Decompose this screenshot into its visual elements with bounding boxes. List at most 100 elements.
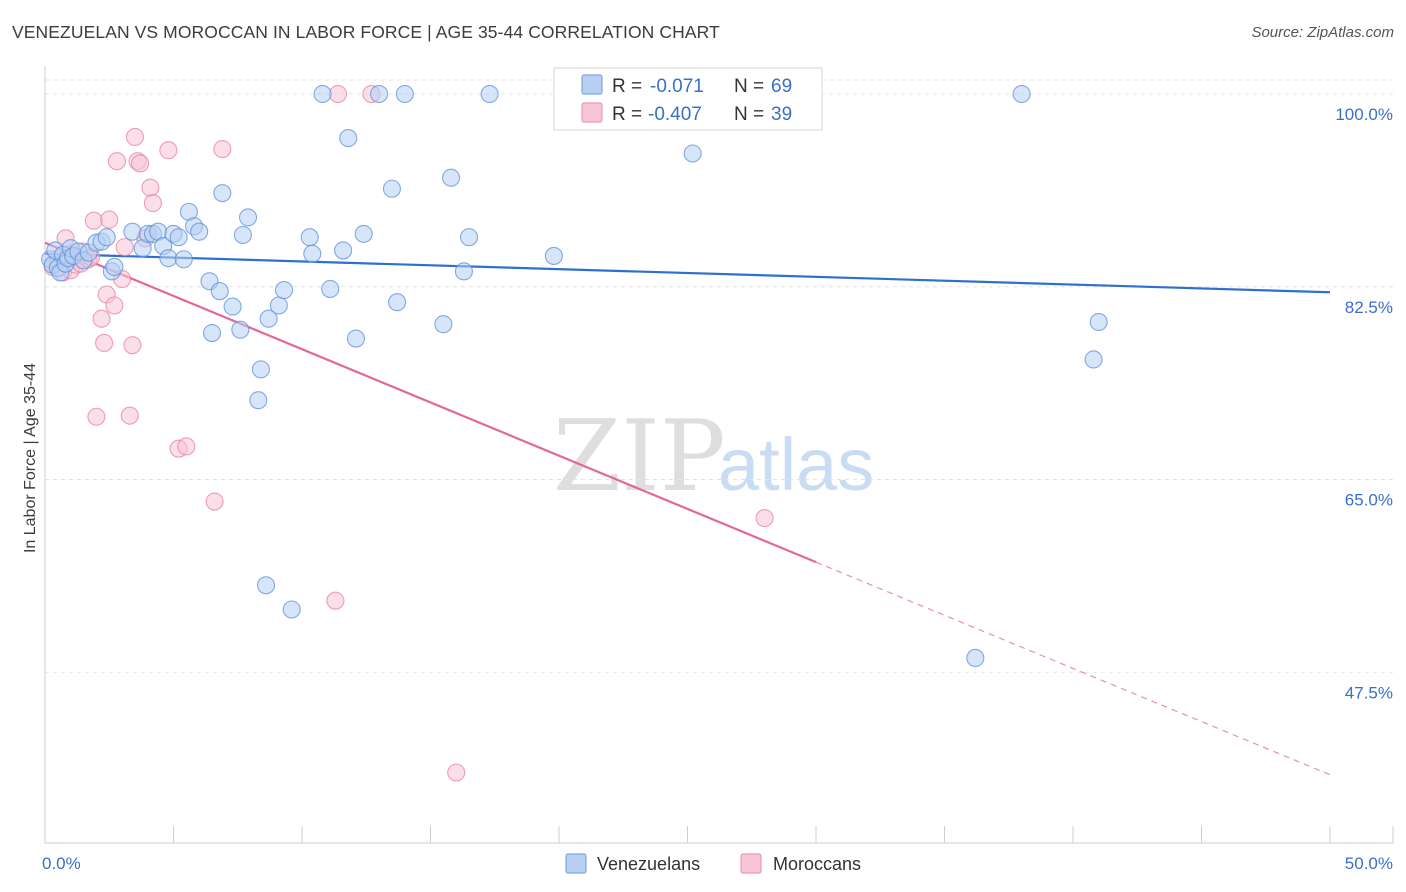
y-axis-label: In Labor Force | Age 35-44 xyxy=(22,363,39,553)
grid-lines xyxy=(45,79,1393,673)
venezuelan-point xyxy=(105,257,124,277)
moroccan-trend-extension xyxy=(815,561,1331,776)
venezuelan-point xyxy=(251,360,270,379)
watermark-zip: ZIP xyxy=(553,400,726,514)
x-tick-label-min: 0.0% xyxy=(42,854,81,873)
venezuelan-point xyxy=(123,222,142,241)
venezuelan-point xyxy=(300,228,319,247)
venezuelan-point xyxy=(434,315,453,334)
venezuelan-point xyxy=(1012,84,1031,104)
moroccan-point xyxy=(159,141,178,160)
venezuelan-point xyxy=(159,249,178,268)
n-value-1: 69 xyxy=(771,76,792,97)
moroccan-point xyxy=(177,437,196,456)
y-tick-label: 65.0% xyxy=(1345,491,1393,510)
venezuelan-point xyxy=(303,244,322,263)
venezuelan-point xyxy=(97,228,116,247)
venezuelan-point xyxy=(544,246,563,265)
watermark-atlas: atlas xyxy=(718,423,874,506)
moroccan-point xyxy=(131,154,150,173)
legend-label-moroccans: Moroccans xyxy=(773,854,861,874)
series-legend: Venezuelans Moroccans xyxy=(565,853,861,874)
venezuelan-point xyxy=(334,241,353,260)
moroccan-point xyxy=(205,492,224,511)
stats-swatch-venezuelans xyxy=(581,74,603,95)
y-tick-label: 47.5% xyxy=(1345,683,1393,702)
venezuelan-point xyxy=(223,297,242,316)
venezuelan-point xyxy=(346,329,366,348)
moroccan-point xyxy=(107,152,127,171)
axes: 47.5% 65.0% 82.5% 100.0% 0.0% 50.0% xyxy=(42,66,1394,873)
chart-title: VENEZUELAN VS MOROCCAN IN LABOR FORCE | … xyxy=(12,22,720,42)
venezuelan-point xyxy=(174,250,193,269)
venezuelan-point xyxy=(354,224,373,243)
venezuelan-point xyxy=(683,144,702,163)
venezuelan-point xyxy=(480,84,499,104)
moroccan-point xyxy=(95,333,114,353)
legend-label-venezuelans: Venezuelans xyxy=(597,854,700,874)
trend-lines xyxy=(44,241,1331,776)
venezuelan-point xyxy=(1089,312,1108,332)
moroccan-point xyxy=(141,178,160,197)
stats-legend: R = -0.071 N = 69 R = -0.407 N = 39 xyxy=(553,67,823,131)
moroccan-point xyxy=(123,336,142,355)
y-tick-label: 82.5% xyxy=(1345,298,1393,317)
legend-swatch-venezuelans xyxy=(565,853,587,874)
venezuelan-point xyxy=(210,282,229,301)
venezuelan-point xyxy=(269,296,288,315)
venezuelan-point xyxy=(249,391,268,410)
venezuelan-point xyxy=(169,228,188,247)
source-label: Source: ZipAtlas.com xyxy=(1251,24,1394,41)
moroccan-point xyxy=(92,309,111,328)
venezuelan-point xyxy=(259,309,278,328)
venezuelan-point xyxy=(339,129,358,148)
n-value-2: 39 xyxy=(771,104,792,125)
venezuelan-point xyxy=(274,281,294,300)
moroccan-point xyxy=(125,127,144,147)
venezuelan-point xyxy=(256,576,276,595)
moroccan-point xyxy=(115,238,134,257)
x-tick-label-max: 50.0% xyxy=(1345,854,1393,873)
venezuelan-point xyxy=(321,279,340,299)
moroccan-point xyxy=(120,406,139,425)
venezuelan-point xyxy=(966,648,985,668)
venezuelan-point xyxy=(190,222,209,241)
n-label-1: N = xyxy=(734,76,764,97)
venezuelan-point xyxy=(203,323,222,343)
venezuelan-point xyxy=(459,228,479,247)
venezuelan-point xyxy=(370,84,389,104)
venezuelan-point xyxy=(442,168,461,187)
moroccan-point xyxy=(105,296,124,315)
stats-swatch-moroccans xyxy=(581,102,603,123)
venezuelan-point xyxy=(282,600,301,619)
moroccan-point xyxy=(84,211,103,230)
venezuelan-point xyxy=(382,179,402,198)
moroccan-point xyxy=(100,210,119,229)
moroccan-point xyxy=(755,509,774,528)
moroccan-point xyxy=(87,407,106,426)
venezuelan-point xyxy=(238,208,258,227)
venezuelan-point xyxy=(388,293,407,312)
r-value-1: -0.071 xyxy=(650,76,704,97)
venezuelan-point xyxy=(454,262,473,281)
venezuelan-point xyxy=(213,184,232,203)
moroccan-point xyxy=(143,194,162,213)
venezuelan-point xyxy=(1084,350,1103,369)
venezuelan-trend-line xyxy=(44,252,1331,294)
moroccan-point xyxy=(326,591,345,610)
moroccan-point xyxy=(328,84,348,104)
venezuelan-point xyxy=(313,84,332,104)
moroccan-trend-line xyxy=(44,241,817,564)
venezuelan-point xyxy=(233,225,252,245)
r-label-2: R = xyxy=(612,104,642,125)
data-points xyxy=(41,84,1108,782)
r-label-1: R = xyxy=(612,76,642,97)
r-value-2: -0.407 xyxy=(648,104,702,125)
venezuelan-point xyxy=(231,320,250,339)
moroccan-point xyxy=(447,763,466,782)
venezuelan-point xyxy=(395,84,414,104)
y-tick-label: 100.0% xyxy=(1335,105,1393,124)
moroccan-point xyxy=(213,140,232,159)
legend-swatch-moroccans xyxy=(740,853,762,874)
